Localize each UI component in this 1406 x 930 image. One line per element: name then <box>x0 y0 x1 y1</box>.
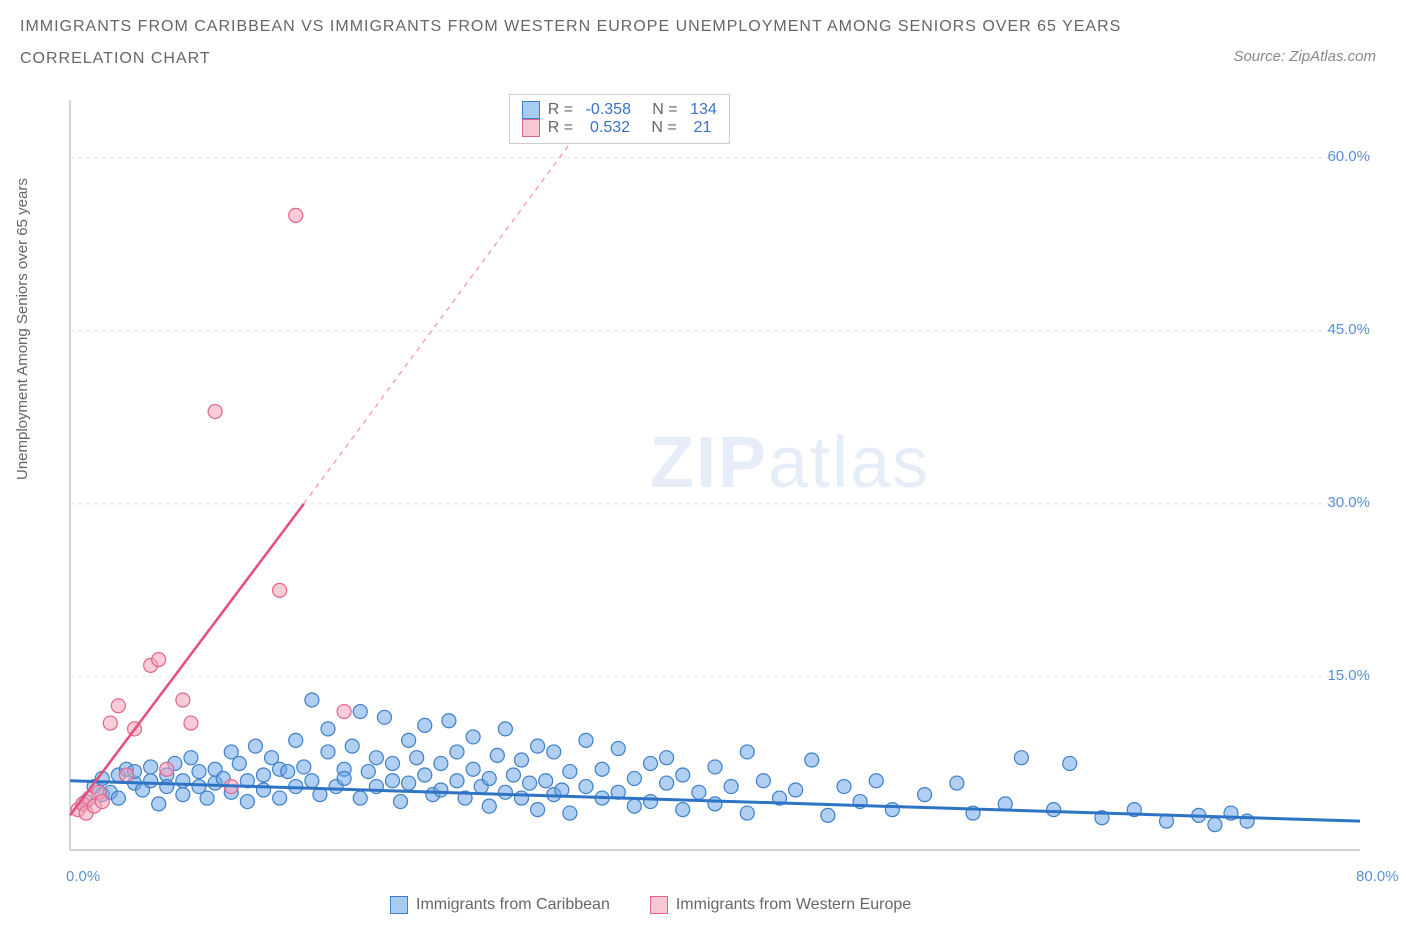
y-tick-label: 30.0% <box>1310 494 1370 511</box>
y-tick-label: 45.0% <box>1310 321 1370 338</box>
legend-label: Immigrants from Western Europe <box>676 896 911 914</box>
scatter-chart <box>60 92 1380 870</box>
source-label: Source: ZipAtlas.com <box>1233 48 1376 65</box>
legend-swatch <box>390 896 408 914</box>
legend-swatch <box>650 896 668 914</box>
chart-title-2: CORRELATION CHART <box>20 50 1386 68</box>
legend-item: Immigrants from Western Europe <box>650 896 911 914</box>
x-tick-label: 80.0% <box>1356 868 1399 885</box>
legend-swatch <box>522 101 540 119</box>
legend-row: R = -0.358 N = 134 <box>522 101 717 119</box>
chart-title-1: IMMIGRANTS FROM CARIBBEAN VS IMMIGRANTS … <box>20 18 1386 36</box>
correlation-legend: R = -0.358 N = 134R = 0.532 N = 21 <box>509 94 730 144</box>
y-tick-label: 15.0% <box>1310 667 1370 684</box>
legend-row: R = 0.532 N = 21 <box>522 119 717 137</box>
legend-item: Immigrants from Caribbean <box>390 896 610 914</box>
legend-swatch <box>522 119 540 137</box>
plot-area: ZIPatlas R = -0.358 N = 134R = 0.532 N =… <box>60 92 1380 870</box>
y-tick-label: 60.0% <box>1310 148 1370 165</box>
x-tick-label: 0.0% <box>66 868 100 885</box>
legend-label: Immigrants from Caribbean <box>416 896 610 914</box>
series-legend: Immigrants from Caribbean Immigrants from… <box>390 896 911 914</box>
y-axis-label: Unemployment Among Seniors over 65 years <box>14 178 31 480</box>
